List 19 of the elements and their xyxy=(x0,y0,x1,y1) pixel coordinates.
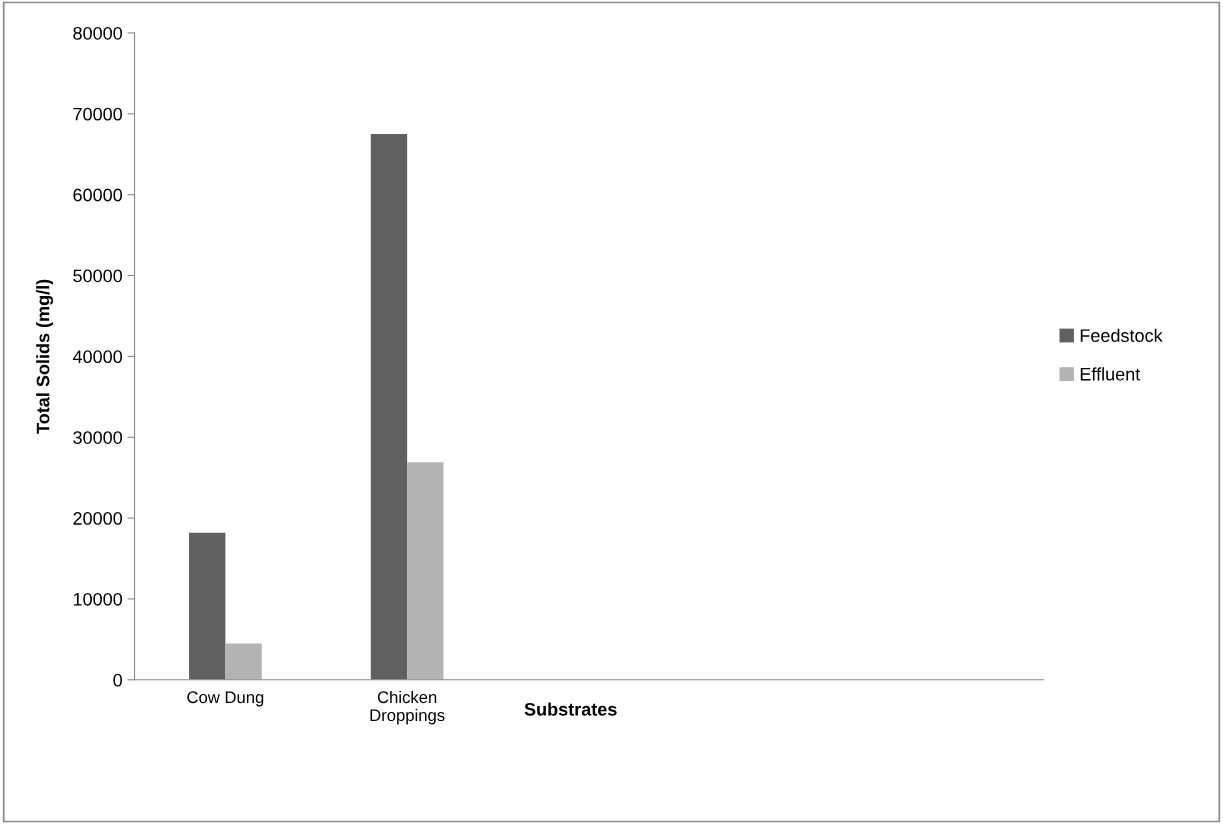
y-axis-title: Total Solids (mg/l) xyxy=(36,279,54,434)
legend-label: Effluent xyxy=(1080,367,1141,381)
y-tick-label: 20000 xyxy=(73,512,123,525)
y-tick-label: 70000 xyxy=(73,107,123,121)
x-axis-title: Substrates xyxy=(524,702,617,716)
x-tick-label: Chicken Droppings xyxy=(370,690,445,725)
bar xyxy=(370,134,408,680)
y-tick-label: 30000 xyxy=(73,431,123,444)
y-tick-label: 40000 xyxy=(72,350,123,364)
bar xyxy=(189,532,226,680)
bar xyxy=(225,643,262,680)
legend-label: Feedstock xyxy=(1080,328,1163,342)
y-tick-label: 0 xyxy=(113,673,123,687)
bar xyxy=(407,462,444,680)
y-tick-label: 80000 xyxy=(73,26,123,40)
x-tick-label: Cow Dung xyxy=(187,691,264,707)
y-tick-label: 50000 xyxy=(73,269,123,283)
y-tick-label: 60000 xyxy=(73,188,123,202)
y-tick-label: 10000 xyxy=(73,592,123,606)
